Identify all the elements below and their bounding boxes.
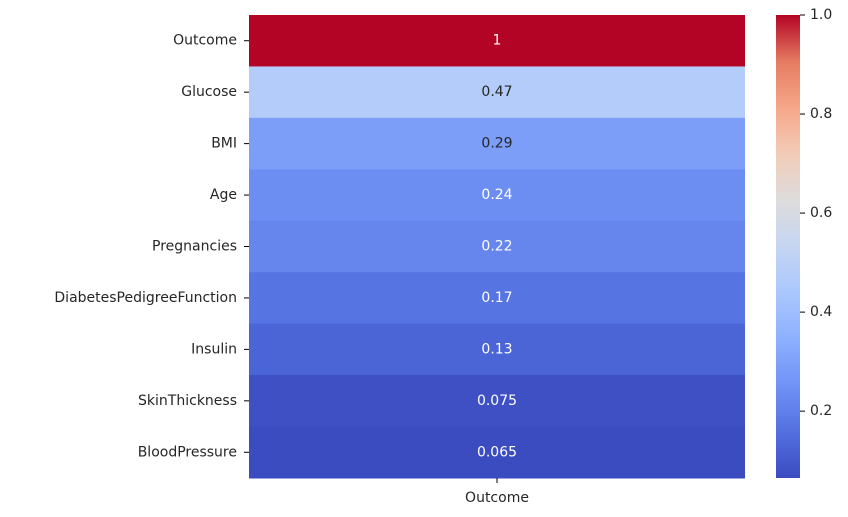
heatmap-cells: 1 0.47 0.29 0.24 0.22 0.17 0.13 0.075 0.065 — [249, 15, 745, 479]
row-label-diabetespedigreefunction: DiabetesPedigreeFunction — [54, 290, 237, 306]
row-label-insulin: Insulin — [191, 341, 237, 357]
heatmap-cell-bloodpressure — [249, 426, 745, 479]
column-labels: Outcome — [465, 478, 529, 506]
cell-annotation-bloodpressure: 0.065 — [477, 444, 517, 460]
cell-annotation-age: 0.24 — [481, 187, 512, 203]
cell-annotation-diabetespedigreefunction: 0.17 — [481, 290, 512, 306]
heatmap-cell-glucose — [249, 66, 745, 119]
colorbar-gradient — [776, 15, 800, 478]
cell-annotation-bmi: 0.29 — [481, 136, 512, 152]
colorbar-ticks: 0.2 0.4 0.6 0.8 1.0 — [800, 7, 832, 419]
colorbar-tick-label: 1.0 — [810, 7, 832, 23]
heatmap-cell-bmi — [249, 117, 745, 170]
cell-annotation-glucose: 0.47 — [481, 84, 512, 100]
cell-annotation-skinthickness: 0.075 — [477, 393, 517, 409]
heatmap-cell-diabetespedigreefunction — [249, 272, 745, 325]
heatmap-cell-pregnancies — [249, 220, 745, 273]
heatmap-cell-skinthickness — [249, 375, 745, 428]
column-label-outcome: Outcome — [465, 490, 529, 506]
row-label-outcome: Outcome — [173, 33, 237, 49]
row-label-skinthickness: SkinThickness — [138, 393, 237, 409]
heatmap-cell-outcome — [249, 15, 745, 67]
colorbar-tick-label: 0.2 — [810, 403, 832, 419]
heatmap-cell-insulin — [249, 323, 745, 376]
colorbar-tick-label: 0.8 — [810, 106, 832, 122]
colorbar: 0.2 0.4 0.6 0.8 1.0 — [776, 7, 832, 478]
colorbar-tick-label: 0.4 — [810, 304, 832, 320]
cell-annotation-outcome: 1 — [493, 33, 502, 49]
colorbar-tick-label: 0.6 — [810, 205, 832, 221]
cell-annotation-insulin: 0.13 — [481, 341, 512, 357]
row-label-age: Age — [210, 187, 237, 203]
row-labels: Outcome Glucose BMI Age Pregnancies DiabetesP… — [54, 33, 249, 460]
row-label-glucose: Glucose — [181, 84, 237, 100]
cell-annotation-pregnancies: 0.22 — [481, 239, 512, 255]
row-label-pregnancies: Pregnancies — [152, 239, 237, 255]
row-label-bloodpressure: BloodPressure — [138, 444, 237, 460]
row-label-bmi: BMI — [211, 136, 237, 152]
heatmap-cell-age — [249, 169, 745, 222]
